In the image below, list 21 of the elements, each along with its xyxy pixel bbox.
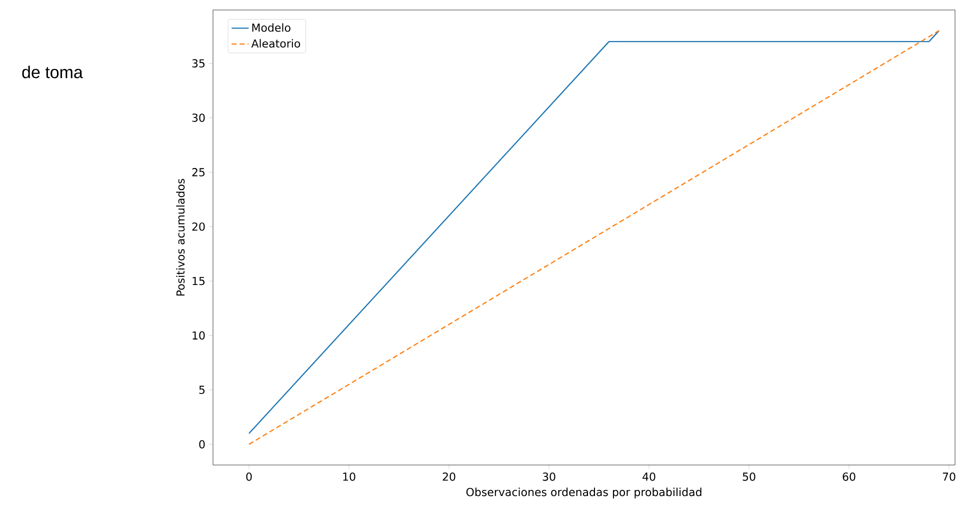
y-tick-label: 15 bbox=[192, 276, 205, 286]
y-tick-label: 25 bbox=[192, 168, 205, 176]
y-tick-label: 30 bbox=[192, 114, 205, 122]
x-tick-label: 40 bbox=[642, 472, 656, 481]
text: de toma bbox=[22, 66, 83, 78]
x-tick-label: 60 bbox=[842, 472, 856, 481]
y-axis-title: Positivos acumulados bbox=[176, 178, 185, 296]
x-tick-label: 70 bbox=[942, 472, 956, 481]
y-tick-label: 10 bbox=[192, 331, 205, 340]
x-tick-label: 30 bbox=[542, 472, 556, 481]
legend-label: Modelo bbox=[252, 23, 290, 32]
legend-label: Aleatorio bbox=[251, 39, 300, 48]
x-tick-label: 0 bbox=[246, 472, 252, 481]
x-tick-label: 20 bbox=[442, 472, 456, 481]
x-axis-title: Observaciones ordenadas por probabilidad bbox=[466, 488, 702, 498]
x-tick-label: 10 bbox=[343, 472, 356, 481]
x-tick-label: 50 bbox=[742, 472, 756, 481]
y-tick-label: 5 bbox=[199, 386, 205, 394]
y-tick-label: 0 bbox=[199, 440, 205, 448]
y-tick-label: 35 bbox=[192, 59, 205, 68]
y-tick-label: 20 bbox=[192, 222, 205, 231]
